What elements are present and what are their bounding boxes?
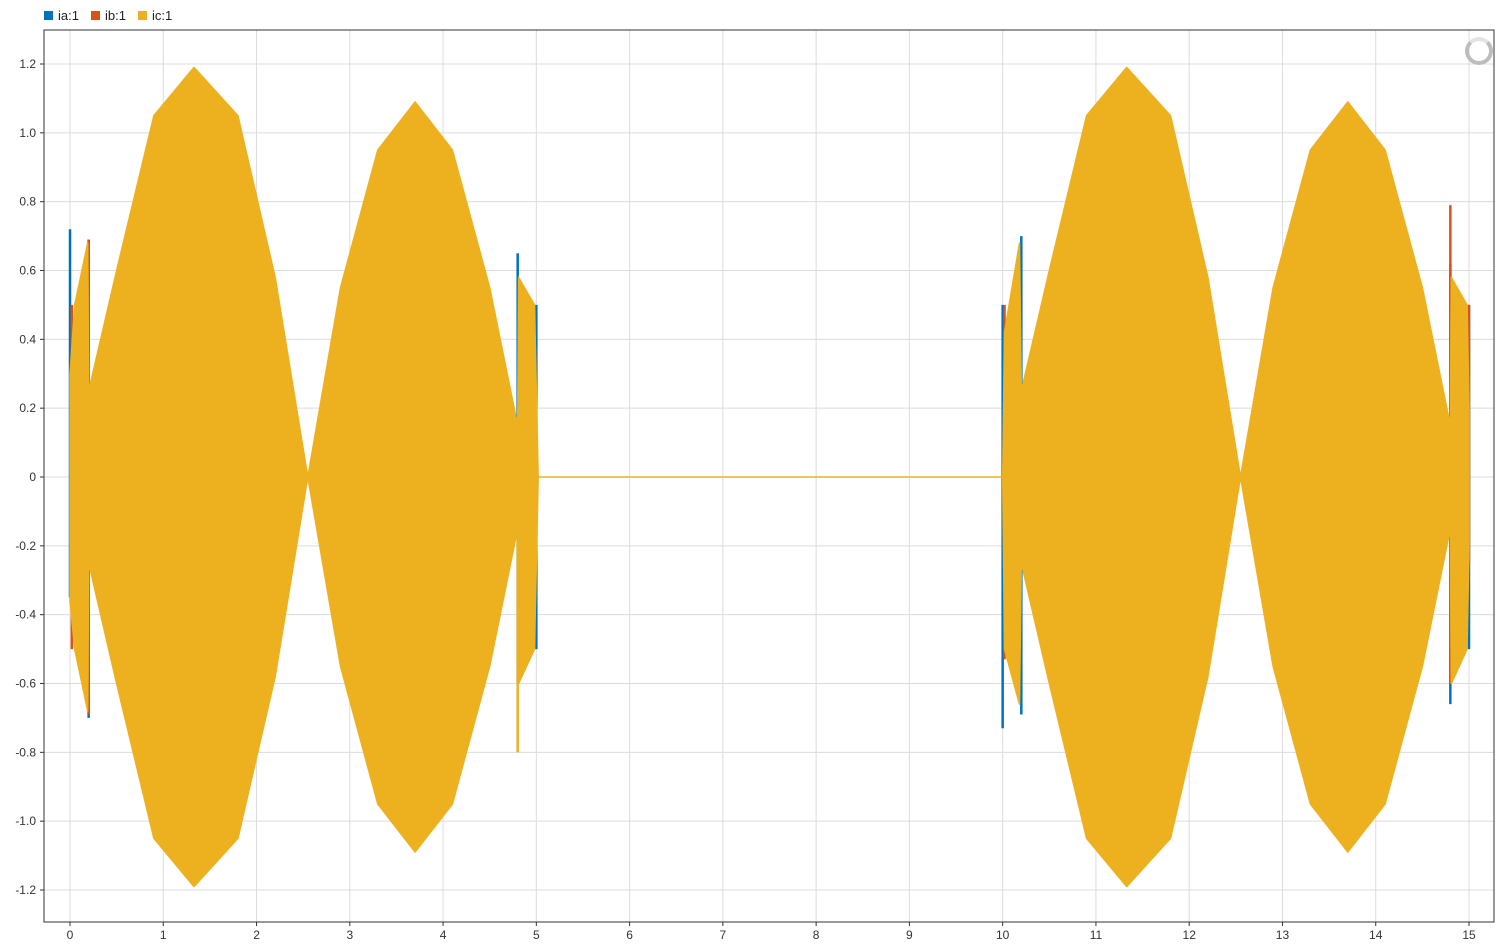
- y-tick-label: 0.8: [19, 195, 36, 209]
- y-tick-label: -1.0: [15, 814, 36, 828]
- y-tick-label: -0.8: [15, 745, 36, 759]
- series-layer: [68, 66, 1471, 888]
- axes: 0 1 2 3 4 5 6 7 8 9 10 11 12 13 14 151.21.00.80.60.40.2…: [15, 57, 1476, 942]
- y-tick-label: -0.6: [15, 677, 36, 691]
- x-tick-label: 1: [160, 928, 167, 942]
- y-tick-label: -0.2: [15, 539, 36, 553]
- x-tick-label: 7: [720, 928, 727, 942]
- loading-spinner-icon[interactable]: [1465, 37, 1493, 65]
- legend-item-ib[interactable]: ib:1: [90, 7, 126, 23]
- x-tick-label: 4: [440, 928, 447, 942]
- y-tick-label: 1.2: [19, 57, 36, 71]
- x-tick-label: 9: [906, 928, 913, 942]
- y-tick-label: 0.4: [19, 332, 36, 346]
- x-tick-label: 10: [996, 928, 1010, 942]
- y-tick-label: -1.2: [15, 883, 36, 897]
- x-tick-label: 0: [67, 928, 74, 942]
- legend-label-ic: ic:1: [151, 7, 173, 23]
- y-tick-label: -0.4: [15, 608, 36, 622]
- y-tick-label: 1.0: [19, 126, 36, 140]
- legend-label-ib: ib:1: [104, 7, 126, 23]
- legend-swatch-ib: [90, 10, 100, 20]
- x-tick-label: 5: [533, 928, 540, 942]
- x-tick-label: 15: [1462, 928, 1476, 942]
- x-tick-label: 13: [1276, 928, 1290, 942]
- series-ic-1-envelope: [69, 66, 1470, 888]
- y-tick-label: 0: [29, 470, 36, 484]
- x-tick-label: 12: [1183, 928, 1197, 942]
- legend-swatch-ic: [137, 10, 147, 20]
- x-tick-label: 14: [1369, 928, 1383, 942]
- y-tick-label: 0.6: [19, 264, 36, 278]
- x-tick-label: 6: [626, 928, 633, 942]
- legend-item-ia[interactable]: ia:1: [44, 8, 79, 23]
- x-tick-label: 3: [346, 928, 353, 942]
- chart-legend: ia:1 ib:1 ic:1: [44, 5, 184, 25]
- x-tick-label: 8: [813, 928, 820, 942]
- x-tick-label: 11: [1090, 928, 1103, 942]
- x-tick-label: 2: [253, 928, 260, 942]
- y-tick-label: 0.2: [19, 401, 36, 415]
- legend-label-ia: ia:1: [58, 7, 79, 23]
- legend-swatch-ia: [44, 10, 53, 20]
- legend-item-ic[interactable]: ic:1: [137, 7, 173, 23]
- plot-frame: [43, 29, 1495, 923]
